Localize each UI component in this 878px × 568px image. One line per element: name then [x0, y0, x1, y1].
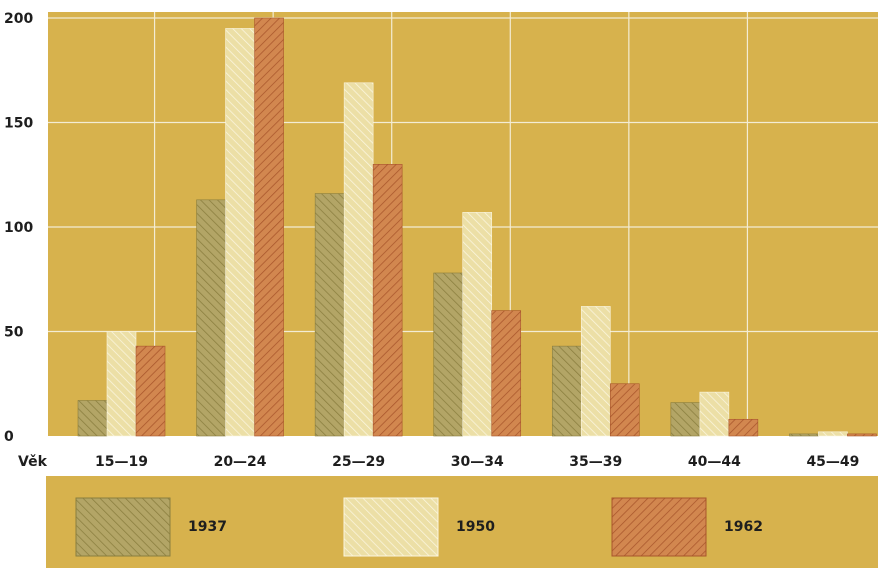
x-tick-label: 25—29: [332, 454, 385, 470]
x-tick-label: 15—19: [95, 454, 148, 470]
x-tick-label: 40—44: [688, 454, 741, 470]
bar-1937-25—29: [314, 193, 345, 437]
bar-1962-15—19: [135, 345, 166, 437]
legend-swatch-1937: [75, 497, 171, 557]
legend-swatch-1950: [343, 497, 439, 557]
x-axis-label: Věk: [18, 454, 48, 470]
bar-1950-25—29: [343, 82, 374, 437]
bar-1962-35—39: [609, 383, 640, 437]
x-axis: Věk 15—19 20—24 25—29 30—34 35—39 40—44 45—49: [18, 454, 859, 470]
bar-1937-15—19: [77, 400, 108, 437]
legend: [46, 476, 878, 568]
bar-1962-20—24: [254, 17, 284, 437]
y-tick-label: 150: [4, 116, 33, 132]
bar-1937-20—24: [196, 199, 226, 437]
y-tick-label: 200: [4, 11, 33, 27]
legend-swatch-1962: [611, 497, 707, 557]
x-tick-label: 20—24: [214, 454, 267, 470]
bar-1962-30—34: [491, 310, 522, 437]
x-tick-label: 45—49: [806, 454, 859, 470]
x-tick-label: 30—34: [451, 454, 504, 470]
bar-1950-30—34: [462, 212, 493, 437]
legend-label-1950: 1950: [456, 519, 495, 535]
bar-1950-20—24: [225, 28, 255, 437]
x-tick-label: 35—39: [569, 454, 622, 470]
y-tick-label: 100: [4, 220, 33, 236]
bar-1950-40—44: [699, 391, 730, 437]
bar-1937-45—49: [789, 433, 819, 437]
y-axis: 0 50 100 150 200: [4, 11, 33, 445]
y-tick-label: 50: [4, 325, 24, 341]
bar-1962-45—49: [847, 433, 877, 437]
bar-1937-35—39: [551, 345, 582, 437]
bar-1937-30—34: [433, 272, 464, 437]
bar-1950-45—49: [818, 431, 848, 437]
legend-items: 1937 1950 1962: [75, 497, 763, 557]
bars: [77, 17, 877, 437]
legend-label-1937: 1937: [188, 519, 227, 535]
bar-1937-40—44: [670, 402, 701, 437]
y-tick-label: 0: [4, 429, 14, 445]
bar-1950-35—39: [580, 306, 611, 437]
bar-1950-15—19: [106, 331, 137, 437]
bar-1962-40—44: [728, 418, 759, 437]
bar-1962-25—29: [372, 164, 403, 437]
legend-label-1962: 1962: [724, 519, 763, 535]
